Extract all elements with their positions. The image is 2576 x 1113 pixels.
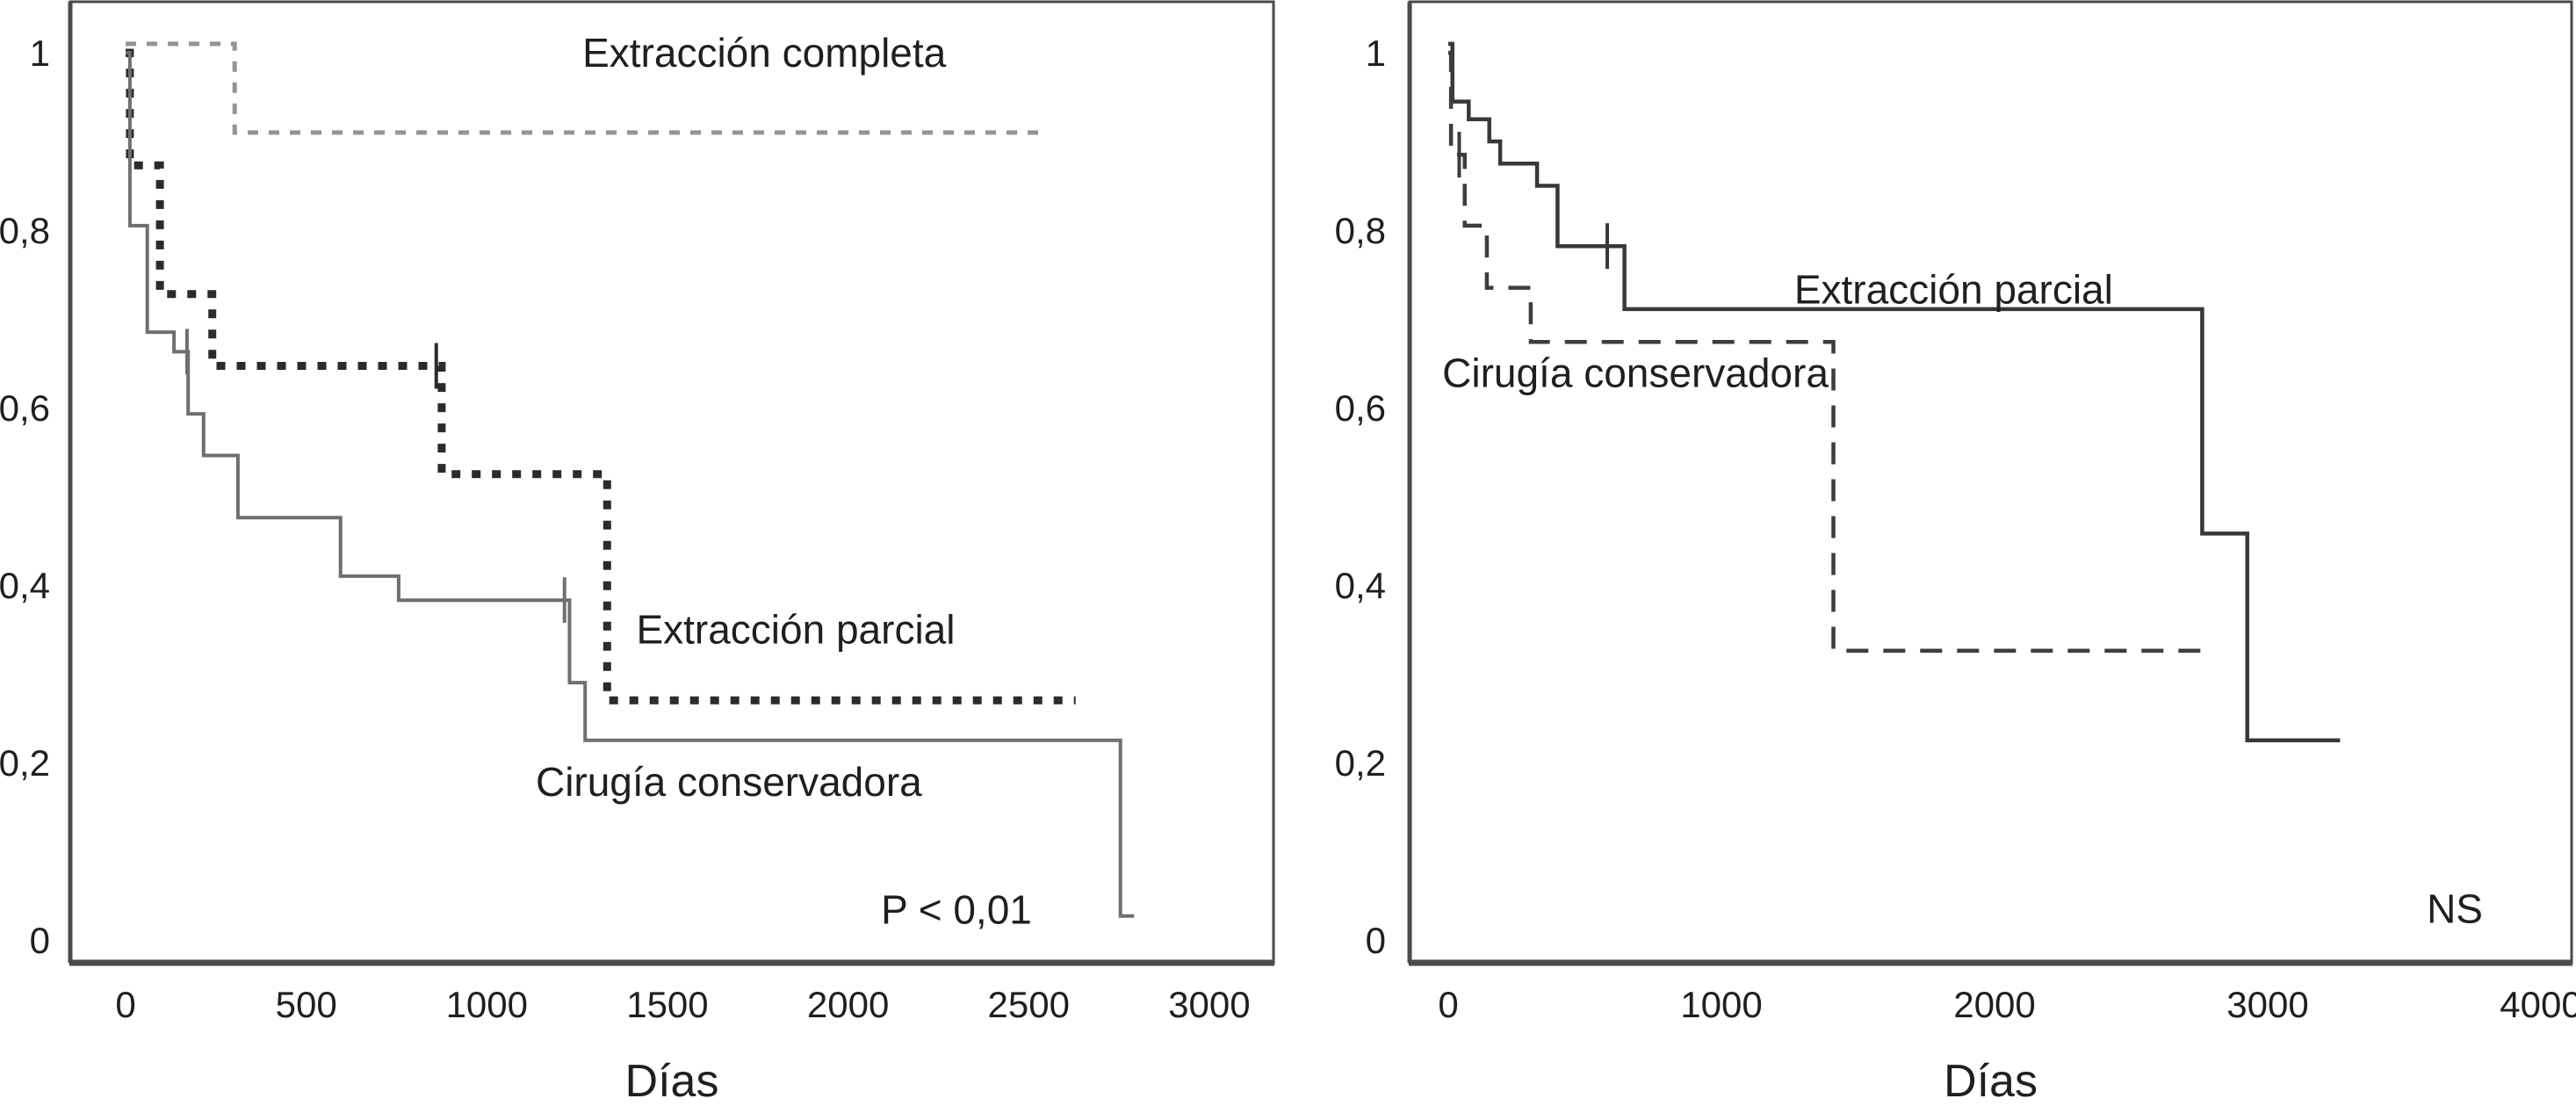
series-label: Extracción parcial bbox=[636, 607, 955, 653]
x-tick-label: 0 bbox=[115, 984, 135, 1025]
y-tick-label: 0,2 bbox=[0, 742, 50, 784]
x-axis-title: Días bbox=[625, 1056, 719, 1107]
x-tick-label: 2000 bbox=[1953, 984, 2035, 1025]
x-tick-label: 2000 bbox=[807, 984, 889, 1025]
x-tick-label: 3000 bbox=[2226, 984, 2308, 1025]
significance-annotation: P < 0,01 bbox=[881, 887, 1032, 933]
y-tick-label: 1 bbox=[30, 33, 50, 74]
x-tick-label: 1500 bbox=[626, 984, 708, 1025]
y-tick-label: 0,2 bbox=[1335, 742, 1386, 784]
x-tick-label: 0 bbox=[1438, 984, 1458, 1025]
x-tick-label: 3000 bbox=[1168, 984, 1250, 1025]
plot-frame bbox=[1408, 0, 2573, 965]
panel-left: 0 0,2 0,4 0,6 0,8 1 0 500 1000 1500 2000 2500 3000 Dí… bbox=[0, 0, 1275, 1107]
y-tick-label: 0,4 bbox=[1335, 565, 1386, 606]
x-tick-label: 500 bbox=[276, 984, 337, 1025]
series-curve-dashed bbox=[1448, 50, 2201, 653]
x-tick-label: 1000 bbox=[446, 984, 528, 1025]
x-tick-label: 2500 bbox=[988, 984, 1070, 1025]
series-label: Cirugía conservadora bbox=[536, 759, 922, 805]
series-label: Cirugía conservadora bbox=[1442, 351, 1829, 396]
y-tick-label: 0,6 bbox=[0, 387, 50, 429]
panel-right: 0 0,2 0,4 0,6 0,8 1 0 1000 2000 3000 4000 Días Extra… bbox=[1335, 0, 2576, 1107]
y-tick-label: 0,8 bbox=[0, 210, 50, 251]
y-tick-label: 0 bbox=[1366, 920, 1386, 961]
series-curve-dotted-bold bbox=[126, 48, 1076, 705]
plot-frame bbox=[69, 0, 1275, 965]
series-curve-solid bbox=[126, 51, 1135, 918]
series-curve-solid bbox=[1448, 41, 2341, 743]
y-tick-label: 0 bbox=[30, 920, 50, 961]
x-tick-label: 1000 bbox=[1680, 984, 1762, 1025]
x-tick-label: 4000 bbox=[2500, 984, 2576, 1025]
series-label: Extracción completa bbox=[582, 30, 947, 76]
significance-annotation: NS bbox=[2427, 886, 2483, 932]
series-curve-dashed-fine bbox=[126, 41, 1047, 135]
y-tick-label: 0,4 bbox=[0, 565, 50, 606]
y-tick-label: 0,6 bbox=[1335, 387, 1386, 429]
y-tick-label: 1 bbox=[1366, 33, 1386, 74]
y-tick-label: 0,8 bbox=[1335, 210, 1386, 251]
series-label: Extracción parcial bbox=[1794, 267, 2113, 313]
x-axis-title: Días bbox=[1944, 1056, 2038, 1107]
